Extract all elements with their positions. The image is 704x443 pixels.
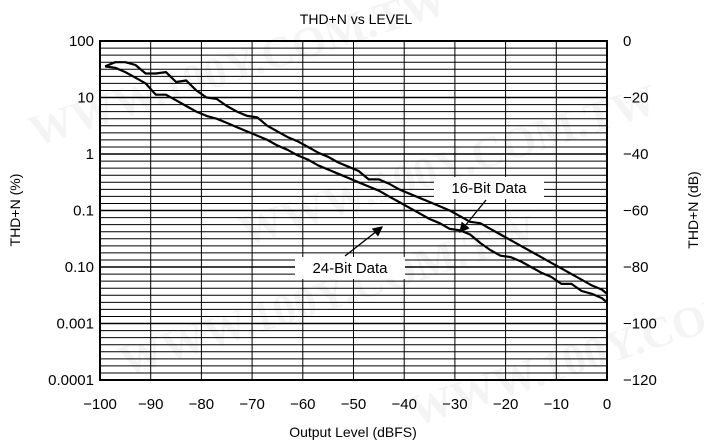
y-left-tick-label: 0.1 xyxy=(73,203,94,220)
x-tick-label: −70 xyxy=(239,396,264,413)
y-right-tick-label: −40 xyxy=(623,146,648,163)
annotation-arrow-16-bit xyxy=(459,199,487,234)
x-tick-label: −20 xyxy=(493,396,518,413)
ticks: −100 −90 −80 −70 −60 −50 −40 −30 −20 −10 01001010.… xyxy=(48,33,657,413)
y-left-tick-label: 0.10 xyxy=(65,259,94,276)
x-tick-label: −30 xyxy=(442,396,467,413)
grid xyxy=(100,40,607,381)
x-axis-title: Output Level (dBFS) xyxy=(289,424,417,440)
series-layer xyxy=(104,61,608,304)
annotation-24-bit-bg xyxy=(295,257,405,279)
y-axis-title-right: THD+N (dB) xyxy=(685,171,701,248)
annotation-arrow-24-bit xyxy=(344,226,384,257)
y-right-tick-label: −120 xyxy=(623,372,657,389)
x-tick-label: −60 xyxy=(290,396,315,413)
x-tick-label: −100 xyxy=(83,396,117,413)
x-tick-label: −10 xyxy=(544,396,569,413)
x-tick-label: −50 xyxy=(341,396,366,413)
y-right-tick-label: 0 xyxy=(623,33,631,50)
series-line-16-bit xyxy=(104,61,608,295)
annotation-16-bit: 16-Bit Data xyxy=(451,180,527,197)
x-tick-label: −40 xyxy=(391,396,416,413)
y-axis-title-left: THD+N (%) xyxy=(7,174,23,247)
y-left-tick-label: 100 xyxy=(69,33,94,50)
y-left-tick-label: 0.001 xyxy=(56,316,94,333)
y-left-tick-label: 0.0001 xyxy=(48,372,94,389)
chart-title: THD+N vs LEVEL xyxy=(300,11,413,27)
x-tick-label: 0 xyxy=(603,396,611,413)
y-right-tick-label: −100 xyxy=(623,316,657,333)
y-left-tick-label: 1 xyxy=(86,146,94,163)
plot-frame xyxy=(99,40,608,381)
x-tick-label: −90 xyxy=(138,396,163,413)
x-tick-label: −80 xyxy=(189,396,214,413)
series-line-24-bit xyxy=(104,65,608,304)
y-right-tick-label: −60 xyxy=(623,203,648,220)
annotation-24-bit: 24-Bit Data xyxy=(312,260,388,277)
y-right-tick-label: −80 xyxy=(623,259,648,276)
annotations: 16-Bit Data 24-Bit Data xyxy=(295,177,544,279)
y-left-tick-label: 10 xyxy=(77,90,94,107)
annotation-16-bit-bg xyxy=(434,177,544,199)
y-right-tick-label: −20 xyxy=(623,90,648,107)
